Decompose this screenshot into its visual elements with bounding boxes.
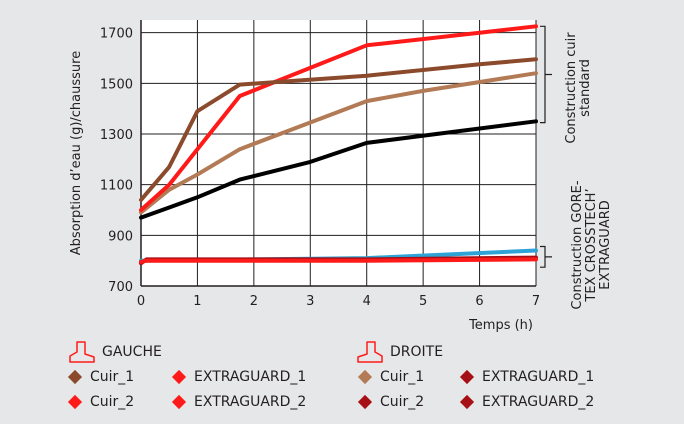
series-line-cuir-1-gauche: [139, 57, 538, 202]
bracket: [540, 25, 552, 124]
legend-item: Cuir_1: [67, 369, 135, 385]
x-axis-label: Temps (h): [468, 318, 533, 333]
x-tick-label: 2: [250, 294, 258, 309]
legend-diamond-icon: [357, 369, 373, 385]
legend-diamond-icon: [171, 394, 187, 410]
y-axis-label: Absorption d’eau (g)/chaussure: [69, 51, 84, 255]
legend-item: Cuir_2: [67, 394, 135, 410]
series-line-cuir-1-droite: [139, 71, 538, 215]
bracket-label: Construction cuir: [564, 32, 579, 144]
legend-item-label: EXTRAGUARD_2: [194, 394, 307, 410]
legend-item-label: Cuir_2: [380, 394, 425, 410]
x-tick-label: 1: [193, 294, 201, 309]
legend-diamond-icon: [357, 394, 373, 410]
x-tick-label: 6: [475, 294, 483, 309]
legend-item-label: Cuir_1: [380, 369, 425, 385]
legend-item-label: Cuir_1: [90, 369, 135, 385]
x-tick-label: 7: [532, 294, 540, 309]
series-line-extraguard-gauche: [139, 257, 538, 264]
legend-item-label: EXTRAGUARD_1: [194, 369, 307, 385]
legend-droite-label: DROITE: [390, 344, 444, 360]
legend-item: EXTRAGUARD_1: [459, 369, 595, 385]
left-boot-icon: [69, 341, 95, 363]
legend-item: EXTRAGUARD_2: [171, 394, 307, 410]
legend-item: Cuir_1: [357, 369, 425, 385]
bracket-label: EXTRAGUARD: [598, 200, 613, 290]
right-boot-icon: [357, 341, 383, 363]
y-tick-label: 900: [108, 229, 133, 244]
legend-diamond-icon: [459, 394, 475, 410]
legend-item: EXTRAGUARD_1: [171, 369, 307, 385]
series-line-cuir-2-droite: [139, 119, 538, 220]
legend-gauche-title: GAUCHE: [68, 340, 162, 364]
x-tick-label: 3: [306, 294, 314, 309]
x-tick-label: 0: [137, 294, 145, 309]
bracket-label: Construction GORE-: [570, 180, 585, 309]
y-tick-label: 1700: [100, 27, 133, 42]
y-tick-label: 1500: [100, 77, 133, 92]
y-tick-label: 1100: [100, 179, 133, 194]
legend-droite-title: DROITE: [356, 340, 443, 364]
series-line-cuir-2-gauche: [139, 24, 538, 212]
legend-item-label: EXTRAGUARD_1: [482, 369, 595, 385]
y-tick-label: 700: [108, 280, 133, 295]
legend-item: Cuir_2: [357, 394, 425, 410]
legend-item: EXTRAGUARD_2: [459, 394, 595, 410]
legend-diamond-icon: [171, 369, 187, 385]
legend-item-label: Cuir_2: [90, 394, 135, 410]
bracket-label: standard: [578, 59, 593, 117]
bracket: [540, 245, 552, 268]
x-tick-label: 5: [419, 294, 427, 309]
legend-diamond-icon: [67, 394, 83, 410]
bracket-label: TEX CROSSTECH’: [584, 188, 599, 302]
legend-diamond-icon: [67, 369, 83, 385]
x-tick-label: 4: [363, 294, 371, 309]
legend-gauche-label: GAUCHE: [102, 344, 162, 360]
y-tick-label: 1300: [100, 128, 133, 143]
legend-item-label: EXTRAGUARD_2: [482, 394, 595, 410]
legend-diamond-icon: [459, 369, 475, 385]
